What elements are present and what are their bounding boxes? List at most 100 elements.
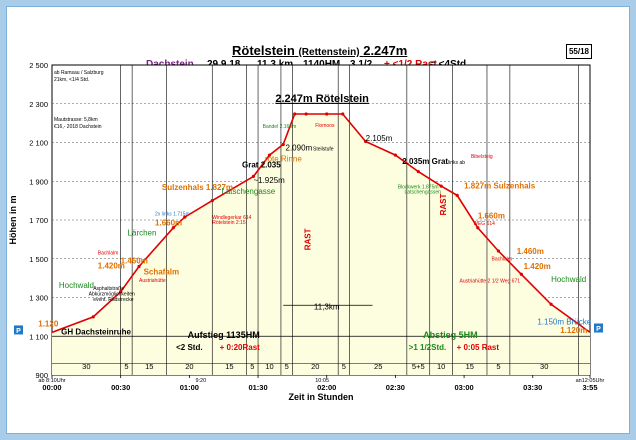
page-number-badge: 55/18	[566, 44, 592, 59]
profile-point	[183, 215, 187, 219]
profile-point	[137, 264, 141, 269]
parking-sign-icon	[594, 323, 603, 333]
profile-annotation: 1.827m Sulzenhals	[464, 182, 536, 191]
profile-point	[251, 174, 256, 179]
profile-point	[341, 112, 345, 116]
profile-annotation: Steilstufe	[313, 147, 334, 153]
profile-point	[439, 184, 443, 188]
rest-marker-label: RAST	[439, 194, 448, 216]
profile-annotation: 1.420m	[98, 261, 125, 270]
x-axis-title: Zeit in Stunden	[289, 392, 354, 402]
descent-time: >1 1/2Std.	[409, 343, 447, 352]
segment-duration-label: 5	[342, 362, 346, 371]
x-tick-label: 03:00	[454, 383, 473, 392]
y-tick-label: 900	[35, 371, 48, 380]
segment-duration-label: 25	[374, 362, 382, 371]
profile-point	[210, 199, 214, 203]
segment-duration-label: 20	[311, 362, 319, 371]
profile-annotation: Abkürzmöglichkeiten	[89, 292, 135, 298]
profile-point	[325, 112, 329, 116]
profile-point	[171, 226, 175, 230]
x-tick-label: 01:30	[248, 383, 267, 392]
profile-annotation: WEG 614	[473, 221, 495, 227]
profile-annotation: Blockwerk 1.875m	[398, 185, 439, 191]
start-clock-label: ab 8:10Uhr	[38, 378, 65, 384]
title-alt: (Rettenstein)	[298, 47, 360, 58]
y-tick-label: 1 100	[29, 332, 48, 341]
profile-point	[549, 302, 553, 306]
y-tick-label: 1 500	[29, 255, 48, 264]
elevation-area	[52, 114, 590, 375]
x-tick-label: 03:30	[523, 383, 542, 392]
profile-point	[91, 315, 95, 319]
profile-annotation: 1.660m	[478, 211, 505, 220]
profile-annotation: event. Radstrecke	[93, 297, 134, 303]
segment-duration-label: 15	[145, 362, 153, 371]
mid-clock-label: 10:05	[315, 378, 329, 384]
profile-annotation: 1.460m	[121, 257, 148, 266]
profile-annotation: Lärchen	[128, 229, 157, 238]
profile-annotation: 1.660m	[155, 218, 182, 227]
profile-annotation: ~1.925m	[253, 176, 285, 185]
profile-annotation: Rötelstein 2:15	[212, 220, 246, 226]
profile-annotation: Latschengassen	[405, 189, 442, 195]
profile-point	[496, 249, 501, 253]
ascent-time: <2 Std.	[176, 343, 202, 352]
y-tick-label: 2 500	[29, 61, 48, 70]
profile-annotation: Austriahütte	[139, 278, 166, 284]
title-height: 2.247m	[363, 43, 408, 58]
profile-point	[519, 272, 523, 276]
segment-duration-label: 5+5	[412, 362, 425, 371]
profile-point	[364, 139, 368, 144]
profile-annotation: GH Dachsteinruhe	[61, 327, 131, 336]
descent-rest: + 0:05 Rast	[457, 343, 500, 352]
y-tick-label: 1 300	[29, 294, 48, 303]
profile-point	[455, 193, 459, 197]
profile-point	[393, 153, 398, 157]
profile-annotation: Bandel 2.160m	[263, 124, 297, 130]
segment-duration-label: 5	[285, 362, 289, 371]
profile-annotation: 2.035m Grat	[402, 157, 448, 166]
profile-annotation: Sulzenhals 1.827m	[162, 183, 233, 192]
ascent-summary: Aufstieg 1135HM	[188, 330, 260, 340]
descent-summary: Abstieg 5HM	[423, 330, 478, 340]
chart-title: 2.247m Rötelstein	[275, 93, 369, 105]
x-tick-label: 01:00	[180, 383, 199, 392]
parking-sign-letter: P	[16, 328, 21, 335]
profile-point	[476, 226, 480, 230]
info-note: 21km, <1/4 Std.	[54, 77, 89, 83]
info-note: ab Ramsau / Salzburg	[54, 70, 104, 76]
info-note: €16,- 2018 Dachstein	[54, 124, 102, 130]
x-tick-label: 02:30	[386, 383, 405, 392]
segment-duration-label: 15	[466, 362, 474, 371]
profile-annotation: Windlegerkar 614	[212, 215, 251, 221]
profile-annotation: Schafalm	[144, 267, 180, 276]
y-tick-label: 2 100	[29, 139, 48, 148]
y-axis-title: Höhen in m	[8, 196, 18, 245]
profile-annotation: 1.120	[38, 320, 59, 329]
profile-annotation: Bibelsteig	[471, 154, 493, 160]
profile-annotation: Hochwald	[551, 275, 586, 284]
profile-point	[281, 142, 285, 147]
parking-sign-letter: P	[596, 326, 601, 333]
y-tick-label: 1 900	[29, 177, 48, 186]
profile-annotation: Austriahütte 2 1/2 Weg 671	[460, 278, 521, 284]
profile-annotation: 1.150m Brücke	[537, 318, 591, 327]
profile-point	[119, 290, 123, 294]
rest-marker-label: RAST	[304, 228, 313, 250]
profile-annotation: links ab	[448, 160, 465, 166]
x-tick-label: 00:30	[111, 383, 130, 392]
ascent-rest: + 0:20Rast	[220, 343, 261, 352]
profile-annotation: Latschengasse	[221, 187, 275, 196]
segment-duration-label: 30	[540, 362, 548, 371]
parking-sign-icon	[14, 325, 23, 335]
profile-point	[416, 169, 420, 174]
profile-annotation: 1.420m	[524, 262, 551, 271]
profile-annotation: Grat 2.035	[242, 161, 281, 170]
profile-annotation: 2.090m	[286, 144, 313, 153]
segment-duration-label: 30	[82, 362, 90, 371]
segment-duration-label: 5	[496, 362, 500, 371]
profile-point	[267, 153, 272, 157]
info-note: Mautstrasse: 5,8km	[54, 117, 98, 123]
